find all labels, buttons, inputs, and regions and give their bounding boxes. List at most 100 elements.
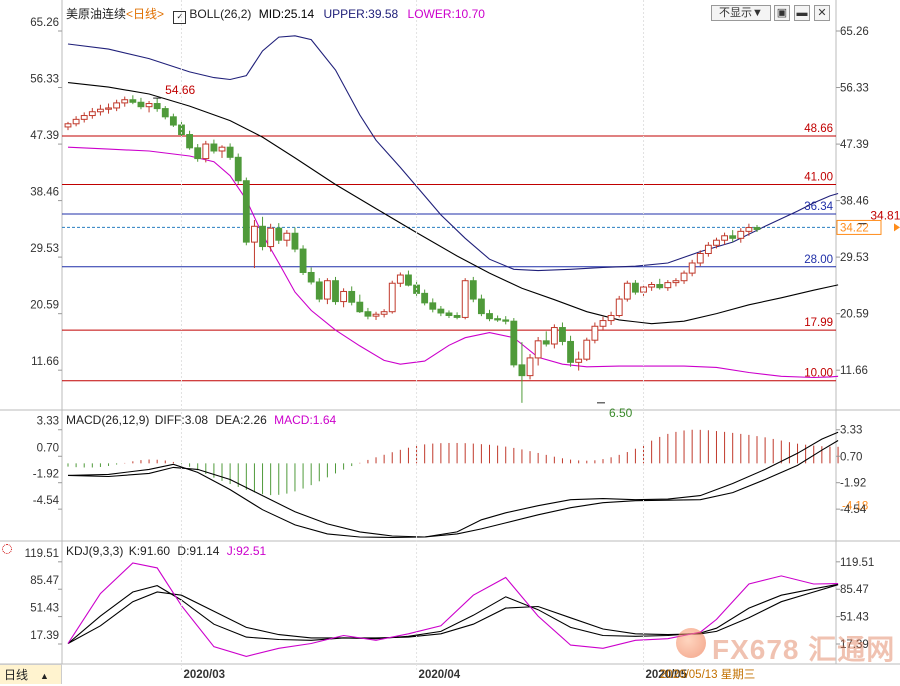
candle-up (745, 227, 753, 232)
candle-down (275, 227, 283, 241)
candle-down (129, 99, 137, 103)
period-selector[interactable]: 日线 ▲ (0, 664, 62, 684)
current-price-arrow (894, 223, 900, 232)
kdj-panel (67, 562, 839, 657)
price-axis-tick-label: 47.39 (840, 139, 869, 151)
kdj-header: KDJ(9,3,3) K:91.60 D:91.14 J:92.51 (66, 544, 266, 558)
price-axis-tick-label: 65.26 (30, 17, 59, 29)
candle-up (591, 325, 599, 341)
price-axis-tick-label: 29.53 (840, 252, 869, 264)
macd-diff: DIFF:3.08 (154, 413, 209, 427)
candle-up (340, 290, 348, 303)
annotation-low-label: 6.50 (609, 406, 633, 420)
candle-down (186, 134, 194, 149)
macd-axis-tick-label: 0.70 (840, 451, 862, 463)
candle-up (218, 146, 226, 152)
candle-up (688, 262, 696, 274)
candle-up (64, 123, 72, 128)
candle-up (696, 252, 704, 264)
macd-current-value: -4.18 (842, 501, 868, 513)
candle-down (729, 235, 737, 239)
display-toggle-button[interactable]: 不显示▼ (711, 5, 771, 21)
macd-axis-tick-label: 3.33 (37, 416, 59, 428)
macd-value: MACD:1.64 (274, 413, 337, 427)
kdj-axis-tick-label: 51.43 (840, 612, 869, 624)
candle-up (534, 340, 542, 359)
candle-up (599, 320, 607, 327)
level-label: 41.00 (804, 172, 833, 184)
candle-up (251, 225, 258, 243)
current-date: 2020/05/13 星期三 (660, 669, 756, 681)
candle-down (356, 301, 364, 313)
x-axis: 2020/03 2020/04 2020/05 (180, 0, 688, 681)
price-axis-tick-label: 56.33 (840, 83, 869, 95)
price-axis-tick-label: 20.59 (30, 300, 59, 312)
candle-down (226, 146, 234, 158)
candle-down (567, 340, 574, 363)
annotation-high-label: 34.81 (870, 209, 900, 223)
candle-down (469, 280, 477, 300)
candle-up (396, 274, 404, 284)
price-axis-tick-label: 38.46 (840, 196, 869, 208)
candle-down (518, 364, 526, 377)
minimize-icon[interactable]: ▬ (794, 5, 810, 21)
candle-down (169, 116, 177, 126)
candle-down (153, 103, 161, 110)
candle-up (283, 232, 291, 241)
candlestick-series[interactable] (64, 95, 761, 403)
price-axis-tick-label: 38.46 (30, 187, 59, 199)
current-price-label: 34.22 (840, 222, 869, 234)
candle-up (380, 311, 388, 315)
candle-up (664, 282, 672, 289)
crosshair-icon[interactable] (2, 544, 12, 554)
kdj-axis-tick-label: 17.39 (840, 639, 869, 651)
candle-up (615, 298, 623, 317)
boll-lower: LOWER:10.70 (407, 7, 485, 21)
close-icon[interactable]: ✕ (814, 5, 830, 21)
candle-up (721, 235, 728, 241)
period-label[interactable]: <日线> (126, 7, 165, 21)
candle-down (291, 232, 299, 250)
window-restore-icon[interactable]: ▣ (774, 5, 790, 21)
price-axis-tick-label: 56.33 (30, 74, 59, 86)
candle-down (210, 143, 218, 152)
watermark-text: FX678 汇通网 (712, 634, 896, 665)
kdj-axis-tick-label: 85.47 (840, 584, 869, 596)
boll-upper: UPPER:39.58 (323, 7, 399, 21)
indicator-toggle-icon[interactable]: ✓ (173, 11, 187, 24)
candle-up (672, 280, 680, 284)
candle-down (486, 313, 493, 320)
candle-down (453, 315, 461, 318)
x-tick-label: 2020/03 (183, 669, 225, 681)
candle-up (105, 107, 112, 110)
candle-up (713, 239, 720, 246)
candle-down (194, 147, 202, 160)
kdj-j: J:92.51 (226, 544, 267, 558)
candle-up (680, 272, 688, 282)
candle-down (405, 274, 412, 286)
candle-up (80, 115, 88, 120)
macd-header: MACD(26,12,9) DIFF:3.08 DEA:2.26 MACD:1.… (66, 413, 336, 427)
candle-up (388, 282, 396, 313)
candle-up (526, 357, 534, 377)
kdj-k-line (67, 583, 839, 644)
candle-down (510, 320, 518, 366)
kdj-axis-tick-label: 119.51 (840, 557, 874, 569)
boll-upper-line (67, 35, 839, 272)
candle-up (372, 313, 380, 317)
candle-down (542, 340, 550, 345)
macd-panel: -4.18 (67, 429, 868, 539)
candle-up (648, 284, 656, 288)
candle-up (72, 118, 80, 125)
candle-up (202, 143, 210, 160)
panel-borders (0, 0, 900, 665)
x-tick-label: 2020/05 (646, 669, 688, 681)
kdj-axis-tick-label: 119.51 (25, 548, 59, 560)
candle-up (550, 327, 558, 345)
x-tick-label: 2020/04 (419, 669, 461, 681)
triangle-up-icon: ▲ (40, 671, 49, 681)
candle-up (97, 108, 104, 113)
candle-up (461, 280, 469, 318)
